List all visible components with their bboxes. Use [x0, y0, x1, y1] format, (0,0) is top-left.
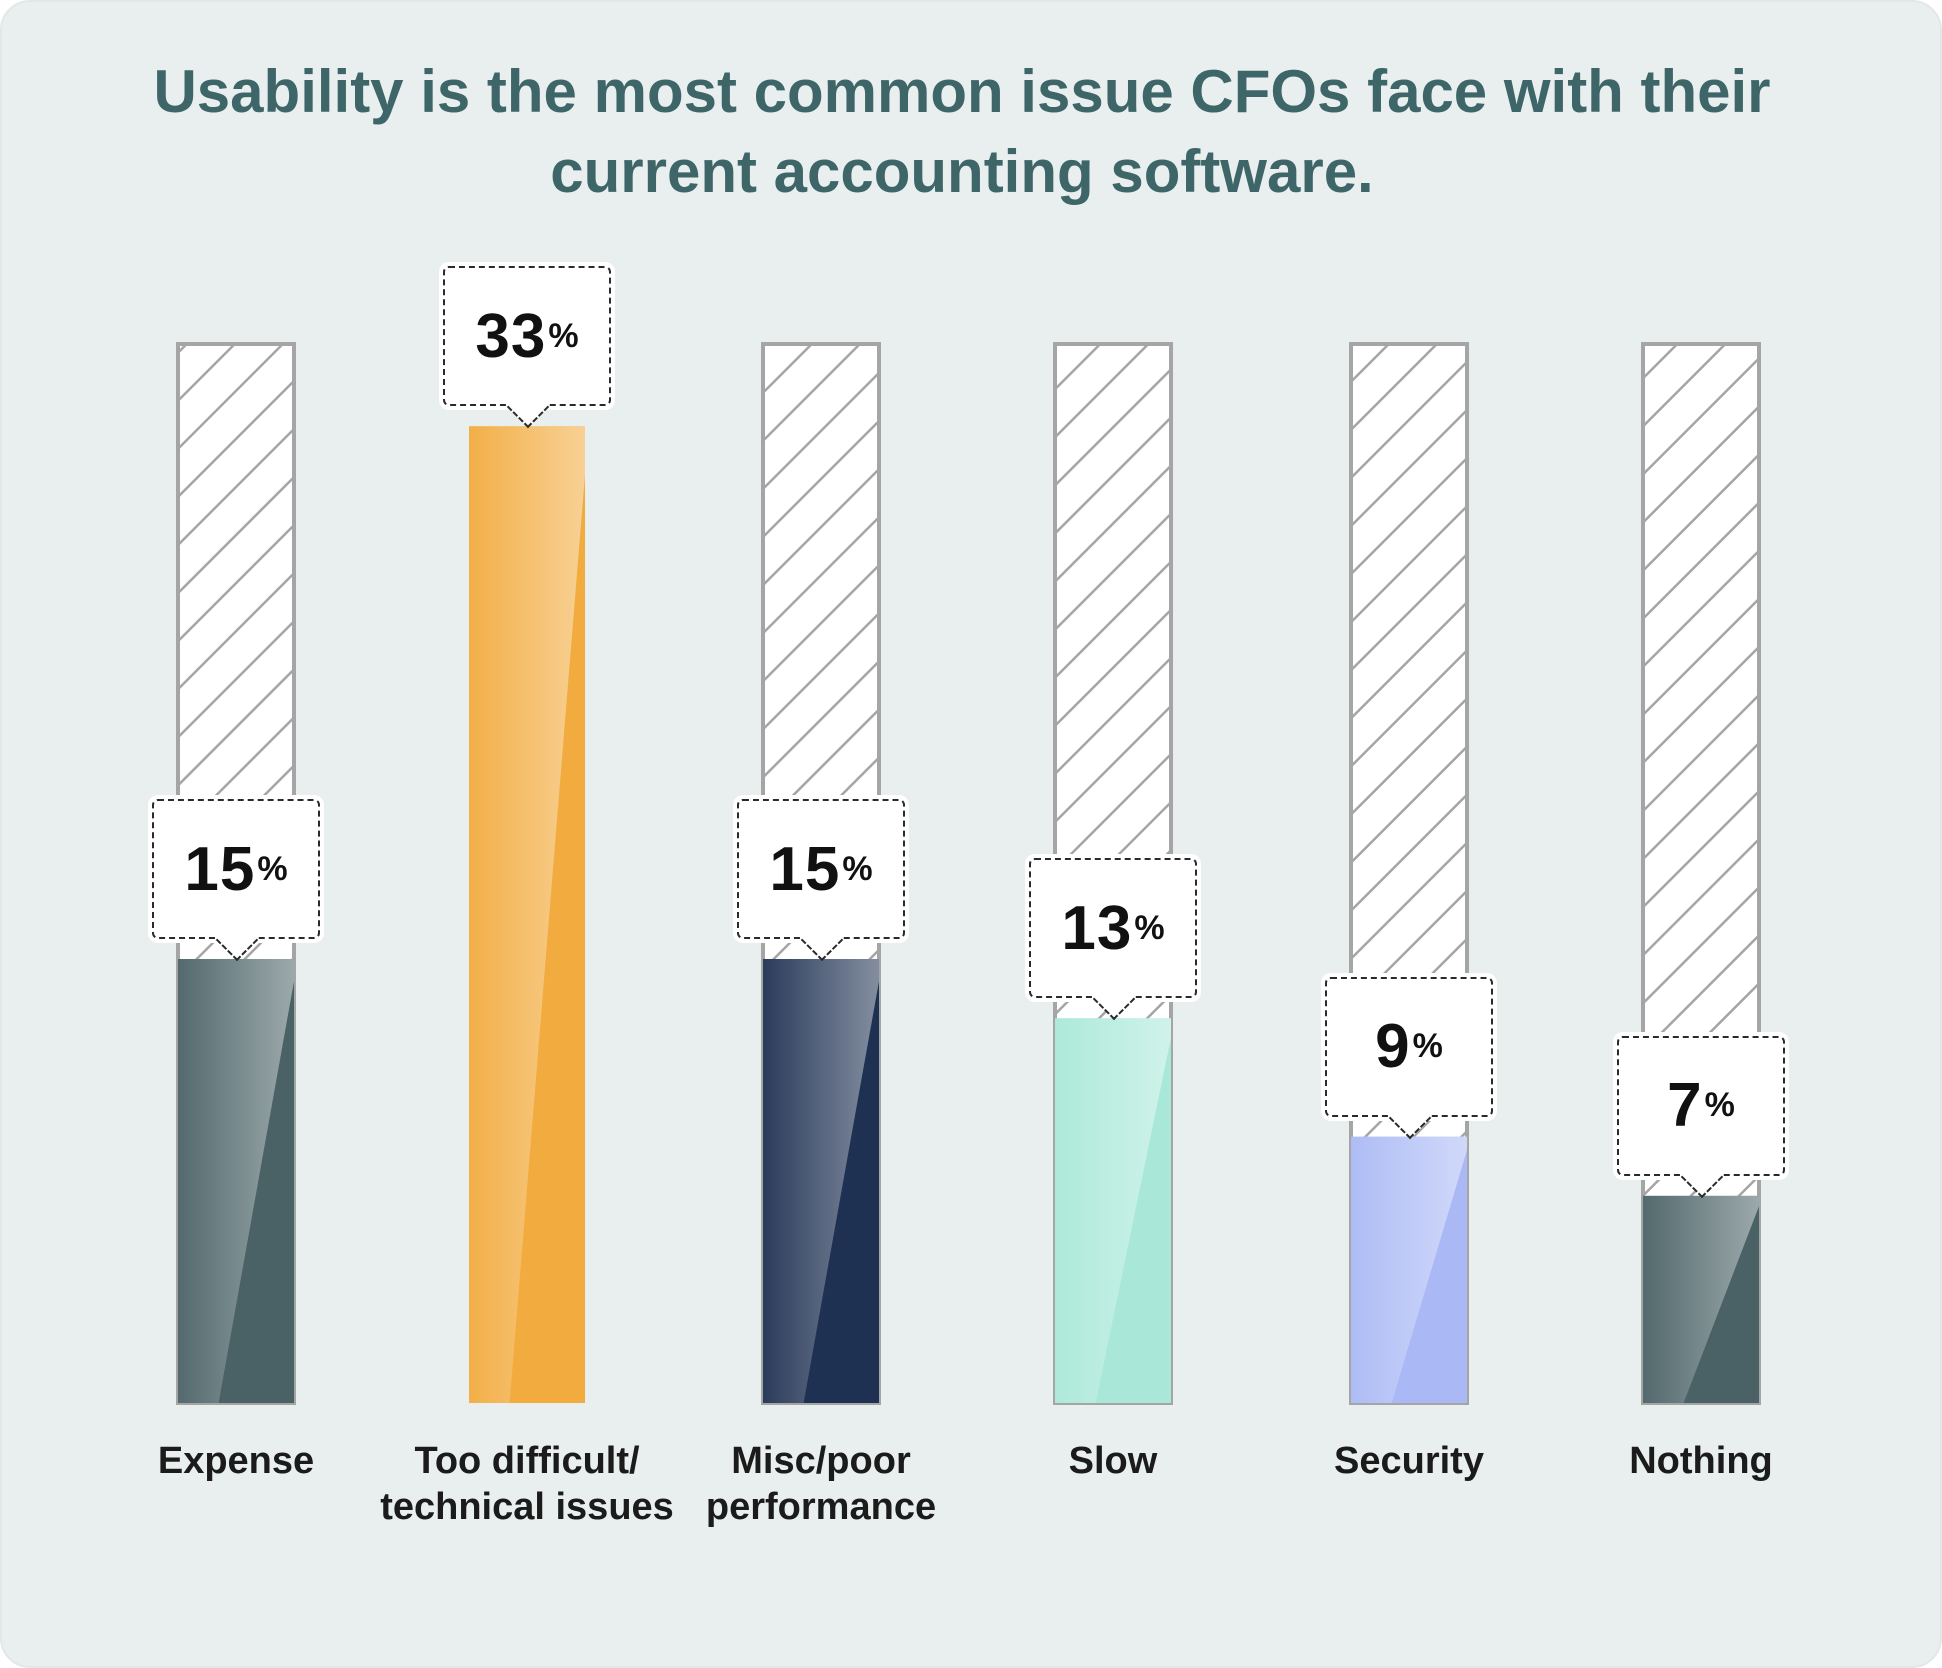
data-label-value: 7: [1667, 1071, 1703, 1141]
category-label: Nothing: [1541, 1438, 1861, 1484]
category-label-line: Slow: [1068, 1440, 1158, 1482]
data-label: 9%: [1325, 976, 1493, 1139]
data-label-value: 15: [184, 834, 256, 904]
chart-title: Usability is the most common issue CFOs …: [153, 58, 1771, 205]
category-label: Slow: [953, 1438, 1273, 1484]
data-label-value: 13: [1061, 893, 1133, 963]
data-label: 7%: [1617, 1035, 1785, 1199]
data-label-unit: %: [1412, 1027, 1443, 1066]
category-label-line: Nothing: [1629, 1440, 1773, 1482]
data-label-unit: %: [1704, 1086, 1735, 1125]
category-label: Too difficult/technical issues: [367, 1438, 687, 1530]
data-label-value: 33: [475, 301, 547, 371]
category-label-line: Too difficult/: [414, 1440, 640, 1482]
category-label: Expense: [76, 1438, 396, 1484]
category-label-line: performance: [705, 1486, 937, 1528]
bar-gloss: [763, 959, 879, 1403]
data-label: 33%: [443, 266, 611, 429]
data-label-value: 9: [1375, 1012, 1411, 1082]
category-label-line: Expense: [157, 1440, 315, 1482]
bar-gloss: [1055, 1018, 1171, 1403]
category-label-line: technical issues: [380, 1486, 674, 1528]
category-label: Security: [1249, 1438, 1569, 1484]
data-label-unit: %: [257, 849, 288, 888]
data-label-unit: %: [1134, 908, 1165, 947]
data-label-unit: %: [548, 316, 579, 355]
bar-gloss: [469, 426, 585, 1403]
data-label: 13%: [1029, 858, 1197, 1021]
data-label: 15%: [152, 799, 320, 962]
category-label-line: Security: [1334, 1440, 1484, 1482]
data-label-value: 15: [769, 834, 841, 904]
bar-gloss: [1351, 1136, 1467, 1403]
category-label: Misc/poor performance: [661, 1438, 981, 1530]
bar-gloss: [178, 959, 294, 1403]
data-label: 15%: [737, 799, 905, 962]
data-label-unit: %: [842, 849, 873, 888]
category-label-line: Misc/poor: [731, 1440, 911, 1482]
bar-gloss: [1643, 1195, 1759, 1403]
